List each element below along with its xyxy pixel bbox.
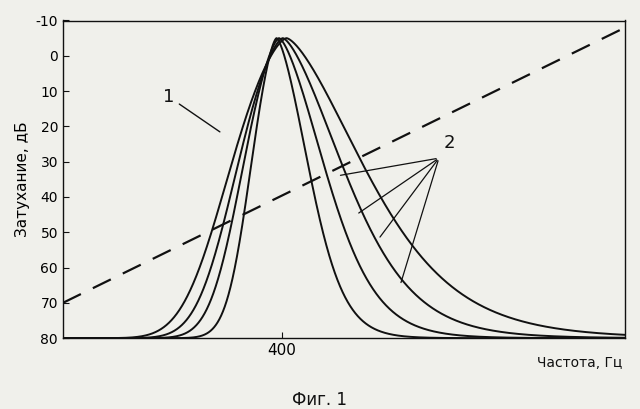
Text: 2: 2 xyxy=(444,134,456,152)
Text: 1: 1 xyxy=(163,88,220,132)
Y-axis label: Затухание, дБ: Затухание, дБ xyxy=(15,121,30,237)
Text: Частота, Гц: Частота, Гц xyxy=(537,355,622,370)
Text: Фиг. 1: Фиг. 1 xyxy=(292,391,348,409)
